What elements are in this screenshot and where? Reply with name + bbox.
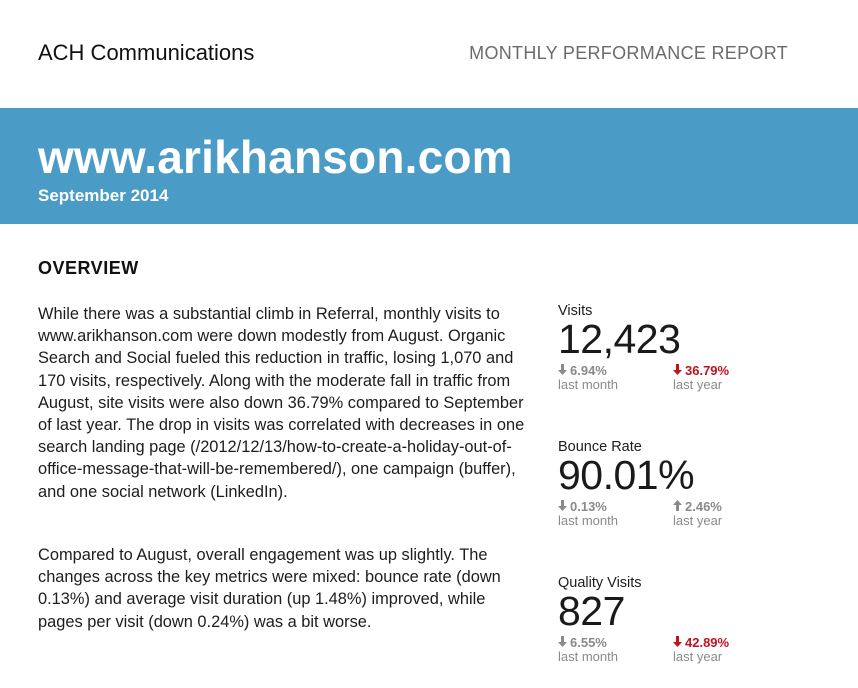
metric-value: 12,423 — [558, 316, 681, 362]
report-period: September 2014 — [38, 186, 169, 205]
metric-changes: 6.94% last month 36.79% last year — [558, 361, 828, 395]
change-caption: last month — [558, 649, 618, 664]
change-value: 36.79% — [685, 363, 730, 378]
metric-value: 90.01% — [558, 452, 695, 498]
metric-visits: Visits 12,423 6.94% last month 36.79% la… — [558, 303, 828, 395]
change-last-year: 42.89% last year — [673, 635, 729, 664]
arrow-up-icon — [673, 499, 685, 514]
metric-quality-visits: Quality Visits 827 6.55% last month 42.8… — [558, 575, 828, 667]
arrow-down-icon — [558, 635, 570, 650]
report-header: ACH Communications MONTHLY PERFORMANCE R… — [0, 0, 858, 108]
change-value: 2.46% — [685, 499, 722, 514]
change-last-month: 6.94% last month — [558, 363, 618, 392]
change-last-year: 2.46% last year — [673, 499, 722, 528]
company-name: ACH Communications — [38, 40, 255, 65]
metric-changes: 6.55% last month 42.89% last year — [558, 633, 828, 667]
overview-paragraph: While there was a substantial climb in R… — [38, 305, 525, 501]
arrow-down-icon — [558, 363, 570, 378]
arrow-down-icon — [558, 499, 570, 514]
change-caption: last year — [673, 649, 723, 664]
overview-paragraph: Compared to August, overall engagement w… — [38, 546, 501, 631]
change-caption: last month — [558, 513, 618, 528]
site-banner: www.arikhanson.com September 2014 — [0, 108, 858, 224]
metric-label: Visits — [558, 303, 593, 319]
site-title: www.arikhanson.com — [38, 131, 513, 183]
overview-heading: OVERVIEW — [38, 258, 139, 278]
change-value: 0.13% — [570, 499, 607, 514]
metric-label: Quality Visits — [558, 575, 642, 591]
arrow-down-icon — [673, 635, 685, 650]
change-last-month: 6.55% last month — [558, 635, 618, 664]
metric-bounce-rate: Bounce Rate 90.01% 0.13% last month 2.46… — [558, 439, 828, 531]
change-caption: last month — [558, 377, 618, 392]
arrow-down-icon — [673, 363, 685, 378]
metric-changes: 0.13% last month 2.46% last year — [558, 497, 828, 531]
change-value: 6.55% — [570, 635, 607, 650]
metric-label: Bounce Rate — [558, 439, 642, 455]
change-value: 42.89% — [685, 635, 730, 650]
change-last-year: 36.79% last year — [673, 363, 729, 392]
change-caption: last year — [673, 377, 723, 392]
change-value: 6.94% — [570, 363, 607, 378]
metric-value: 827 — [558, 588, 625, 634]
change-last-month: 0.13% last month — [558, 499, 618, 528]
report-type-label: MONTHLY PERFORMANCE REPORT — [469, 43, 788, 63]
change-caption: last year — [673, 513, 723, 528]
